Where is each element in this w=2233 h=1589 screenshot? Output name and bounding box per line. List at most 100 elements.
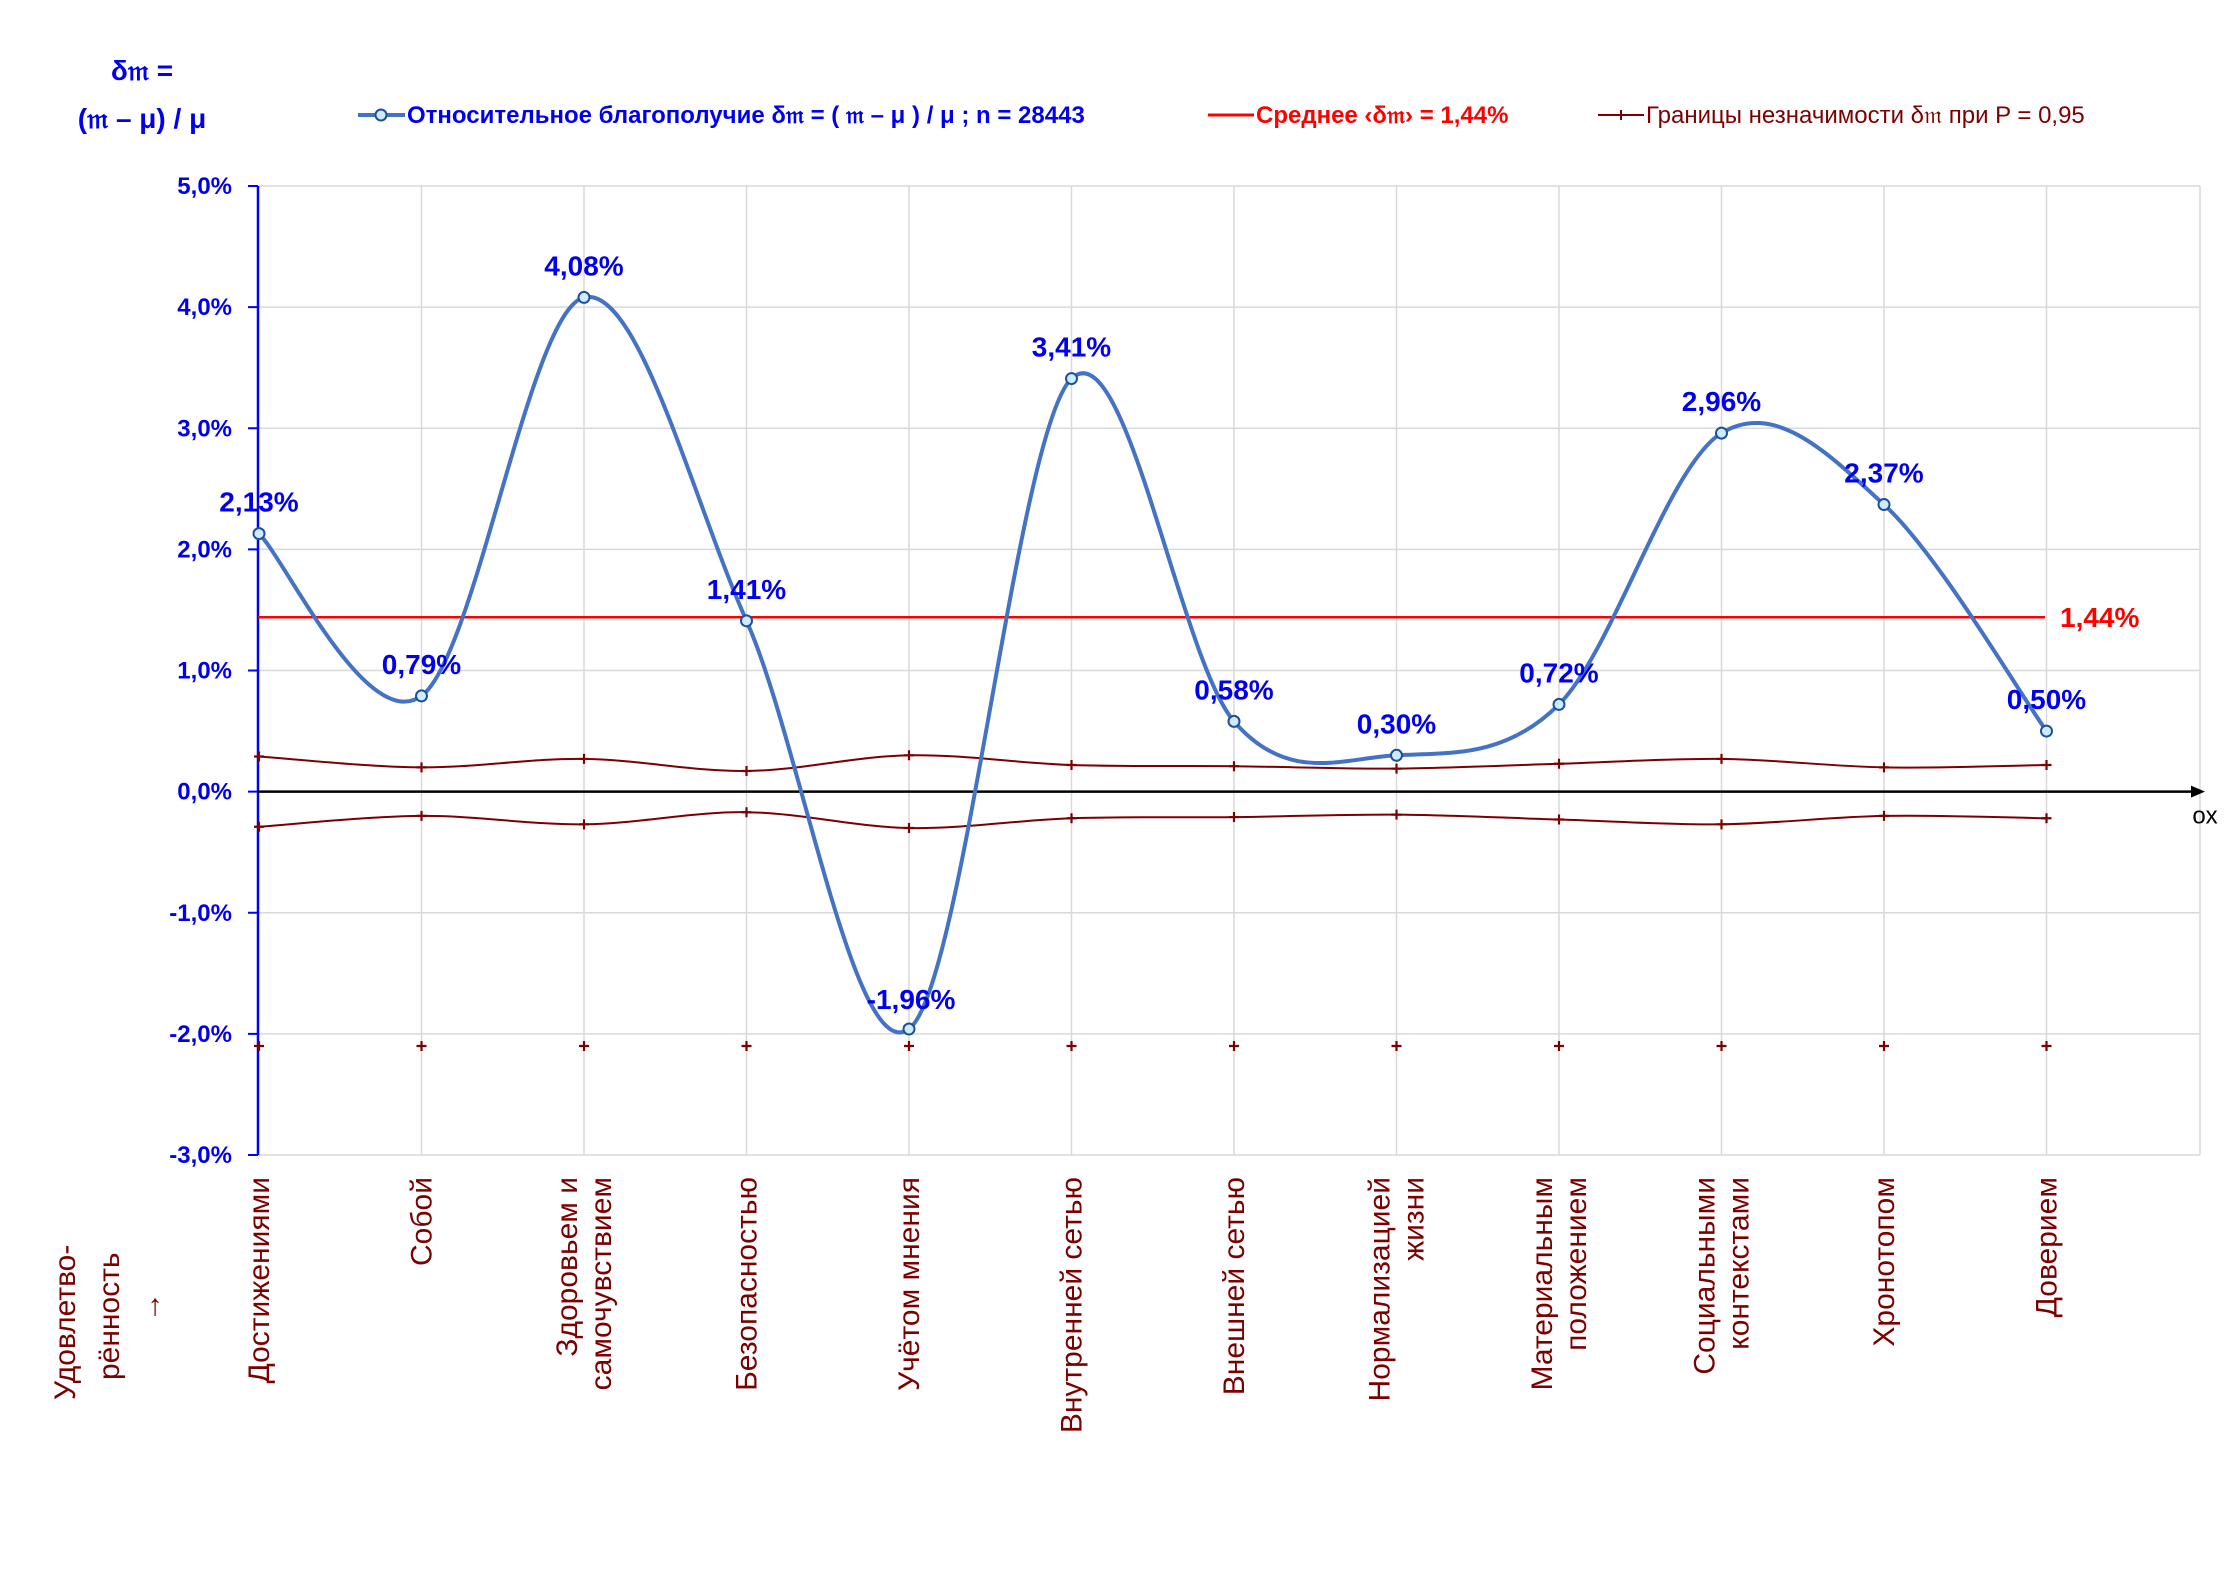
data-label: 2,37% (1844, 458, 1923, 489)
gridlines (258, 185, 2201, 1156)
legend-bound-label: Границы незначимости δ𝔪 при P = 0,95 (1646, 102, 2085, 129)
lower-bound-marker (1066, 813, 1077, 824)
x-side-label-arrow: → (134, 1292, 167, 1322)
legend-bound-marker (1616, 110, 1626, 120)
main-series-point (1065, 372, 1078, 386)
upper-bound-marker (579, 753, 589, 764)
floor-marker (2041, 1040, 2052, 1051)
y-axis-title-line2: (𝔪 – μ) / μ (78, 103, 206, 134)
upper-bound-marker (1229, 761, 1239, 772)
series-layer (252, 290, 2053, 1051)
category-label: Достижениями (243, 1177, 276, 1384)
legend: Относительное благополучие δ𝔪 = ( 𝔪 – μ … (358, 102, 2085, 129)
category-label: Хронотопом (1868, 1177, 1901, 1347)
floor-marker (1066, 1040, 1077, 1051)
main-series-point (1877, 498, 1891, 512)
upper-bound-line (258, 754, 2047, 773)
lower-bound-marker (1554, 814, 1564, 825)
category-label: Внешней сетью (1218, 1177, 1251, 1395)
y-tick-label: 1,0% (177, 658, 232, 685)
y-tick-label: -2,0% (169, 1021, 232, 1048)
data-label: 0,58% (1194, 674, 1273, 705)
y-tick-label: 2,0% (177, 536, 232, 563)
lower-bound-marker (416, 810, 427, 821)
main-series-point (415, 689, 428, 703)
lower-bound-marker (1229, 812, 1239, 823)
main-series-point (1390, 748, 1403, 762)
main-series-point (2040, 724, 2053, 738)
floor-marker (579, 1040, 589, 1051)
lower-bound-marker (2041, 813, 2052, 824)
floor-marker (1554, 1040, 1564, 1051)
floor-marker (416, 1040, 427, 1051)
x-axis-arrow (2191, 785, 2205, 798)
upper-bound-marker (254, 751, 264, 762)
lower-bound-marker (1716, 819, 1727, 830)
x-axis-label: ox (2192, 803, 2217, 830)
lower-bound-line (258, 811, 2047, 830)
category-label: Социальными (1689, 1177, 1722, 1375)
main-series-point (1552, 697, 1566, 711)
upper-bound-marker (1879, 762, 1889, 773)
category-label: Собой (406, 1177, 439, 1266)
upper-bound-marker (416, 762, 427, 773)
category-label: Учётом мнения (893, 1177, 926, 1391)
axes: -3,0% -2,0% -1,0% 0,0% 1,0% 2,0% 3,0% 4,0% 5,0% o… (78, 55, 2218, 1169)
category-label: Внутренней сетью (1056, 1177, 1089, 1433)
data-label: 2,96% (1682, 386, 1761, 417)
floor-marker (1391, 1040, 1402, 1051)
y-tick-label: 3,0% (177, 415, 232, 442)
lower-bound-marker (904, 822, 914, 833)
mean-line-label: 1,44% (2060, 602, 2139, 633)
main-series-line (257, 295, 2049, 1035)
floor-marker (741, 1040, 752, 1051)
y-tick-label: 5,0% (177, 173, 232, 200)
floor-marker (904, 1040, 914, 1051)
data-label: 2,13% (219, 487, 298, 518)
floor-marker (1716, 1040, 1727, 1051)
lower-bound-marker (1879, 810, 1889, 821)
category-label: Доверием (2031, 1177, 2064, 1317)
data-label: 3,41% (1032, 332, 1111, 363)
main-series-point (902, 1022, 916, 1036)
y-tick-label: 0,0% (177, 779, 232, 806)
legend-mean-label: Среднее ‹δ𝔪› = 1,44% (1256, 102, 1508, 129)
upper-bound-marker (1716, 753, 1727, 764)
lower-bound-marker (254, 821, 264, 832)
category-label: контекстами (1723, 1177, 1756, 1350)
upper-bound-marker (2041, 759, 2052, 770)
category-label: жизни (1398, 1177, 1431, 1261)
data-label: -1,96% (867, 984, 956, 1015)
floor-marker (254, 1040, 264, 1051)
y-tick-label: 4,0% (177, 294, 232, 321)
data-label: 0,30% (1357, 708, 1436, 739)
labels-layer: 1,44% 2,13% 0,79% 4,08% 1,41% -1,96% 3,41% 0,58… (49, 250, 2139, 1433)
main-series-point (1227, 714, 1241, 728)
x-side-label-line1: Удовлетво- (49, 1245, 82, 1400)
data-label: 0,50% (2007, 684, 2086, 715)
legend-main-marker (374, 108, 388, 122)
main-series-point (1715, 426, 1728, 440)
data-label: 0,72% (1519, 657, 1598, 688)
lower-bound-marker (741, 807, 752, 818)
upper-bound-marker (1554, 758, 1564, 769)
category-label: Материальным (1526, 1177, 1559, 1390)
data-label: 0,79% (382, 649, 461, 680)
category-label: Нормализацией (1364, 1177, 1397, 1401)
floor-marker (1229, 1040, 1239, 1051)
lower-bound-marker (579, 819, 589, 830)
upper-bound-marker (1391, 763, 1402, 774)
y-tick-label: -3,0% (169, 1142, 232, 1169)
lower-bound-marker (1391, 809, 1402, 820)
legend-main-label: Относительное благополучие δ𝔪 = ( 𝔪 – μ … (407, 102, 1085, 129)
category-label: Безопасностью (731, 1177, 764, 1391)
category-label: положением (1560, 1177, 1593, 1351)
category-label: Здоровьем и (551, 1177, 584, 1357)
data-label: 1,41% (707, 574, 786, 605)
category-label: самочувствием (585, 1177, 618, 1390)
main-series-point (577, 290, 591, 304)
data-label: 4,08% (544, 250, 623, 281)
main-series-point (252, 527, 266, 541)
upper-bound-marker (1066, 759, 1077, 770)
